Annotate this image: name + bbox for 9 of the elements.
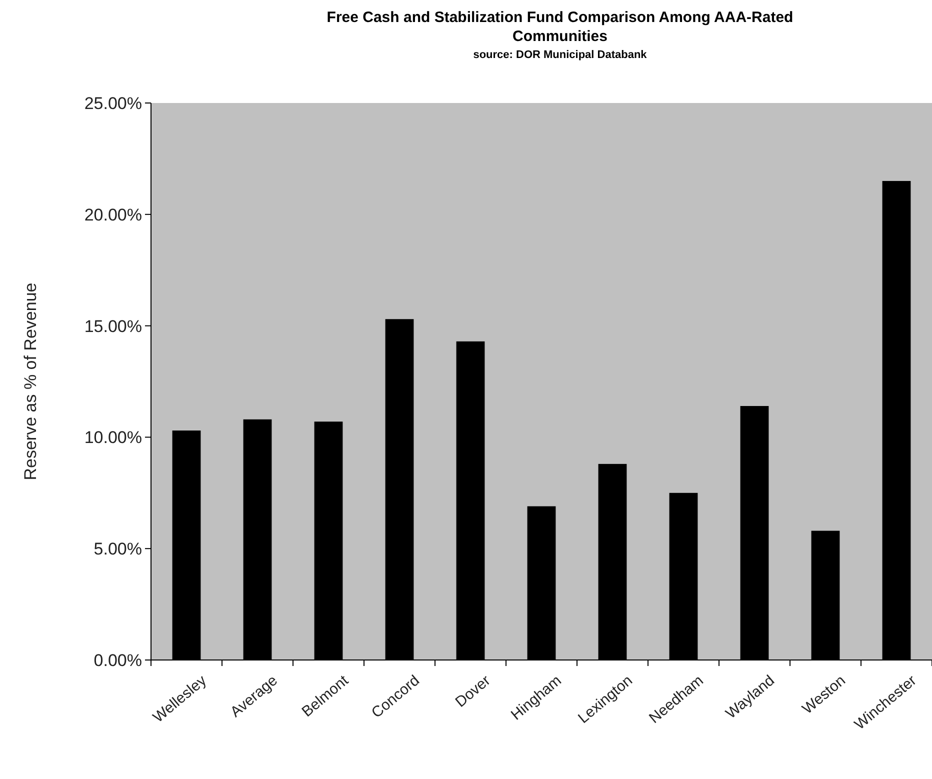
y-tick-label: 15.00% (84, 316, 142, 336)
chart-subtitle: source: DOR Municipal Databank (473, 49, 648, 61)
y-tick-label: 25.00% (84, 94, 142, 113)
y-tick-label: 0.00% (94, 650, 142, 670)
y-tick-label: 10.00% (84, 428, 142, 448)
y-tick-label: 20.00% (84, 205, 142, 224)
y-axis-title: Reserve as % of Revenue (21, 282, 40, 480)
chart-title: Free Cash and Stabilization Fund Comparison Among AAA-Rated Communities (326, 9, 794, 45)
y-tick-label: 5.00% (94, 540, 142, 559)
